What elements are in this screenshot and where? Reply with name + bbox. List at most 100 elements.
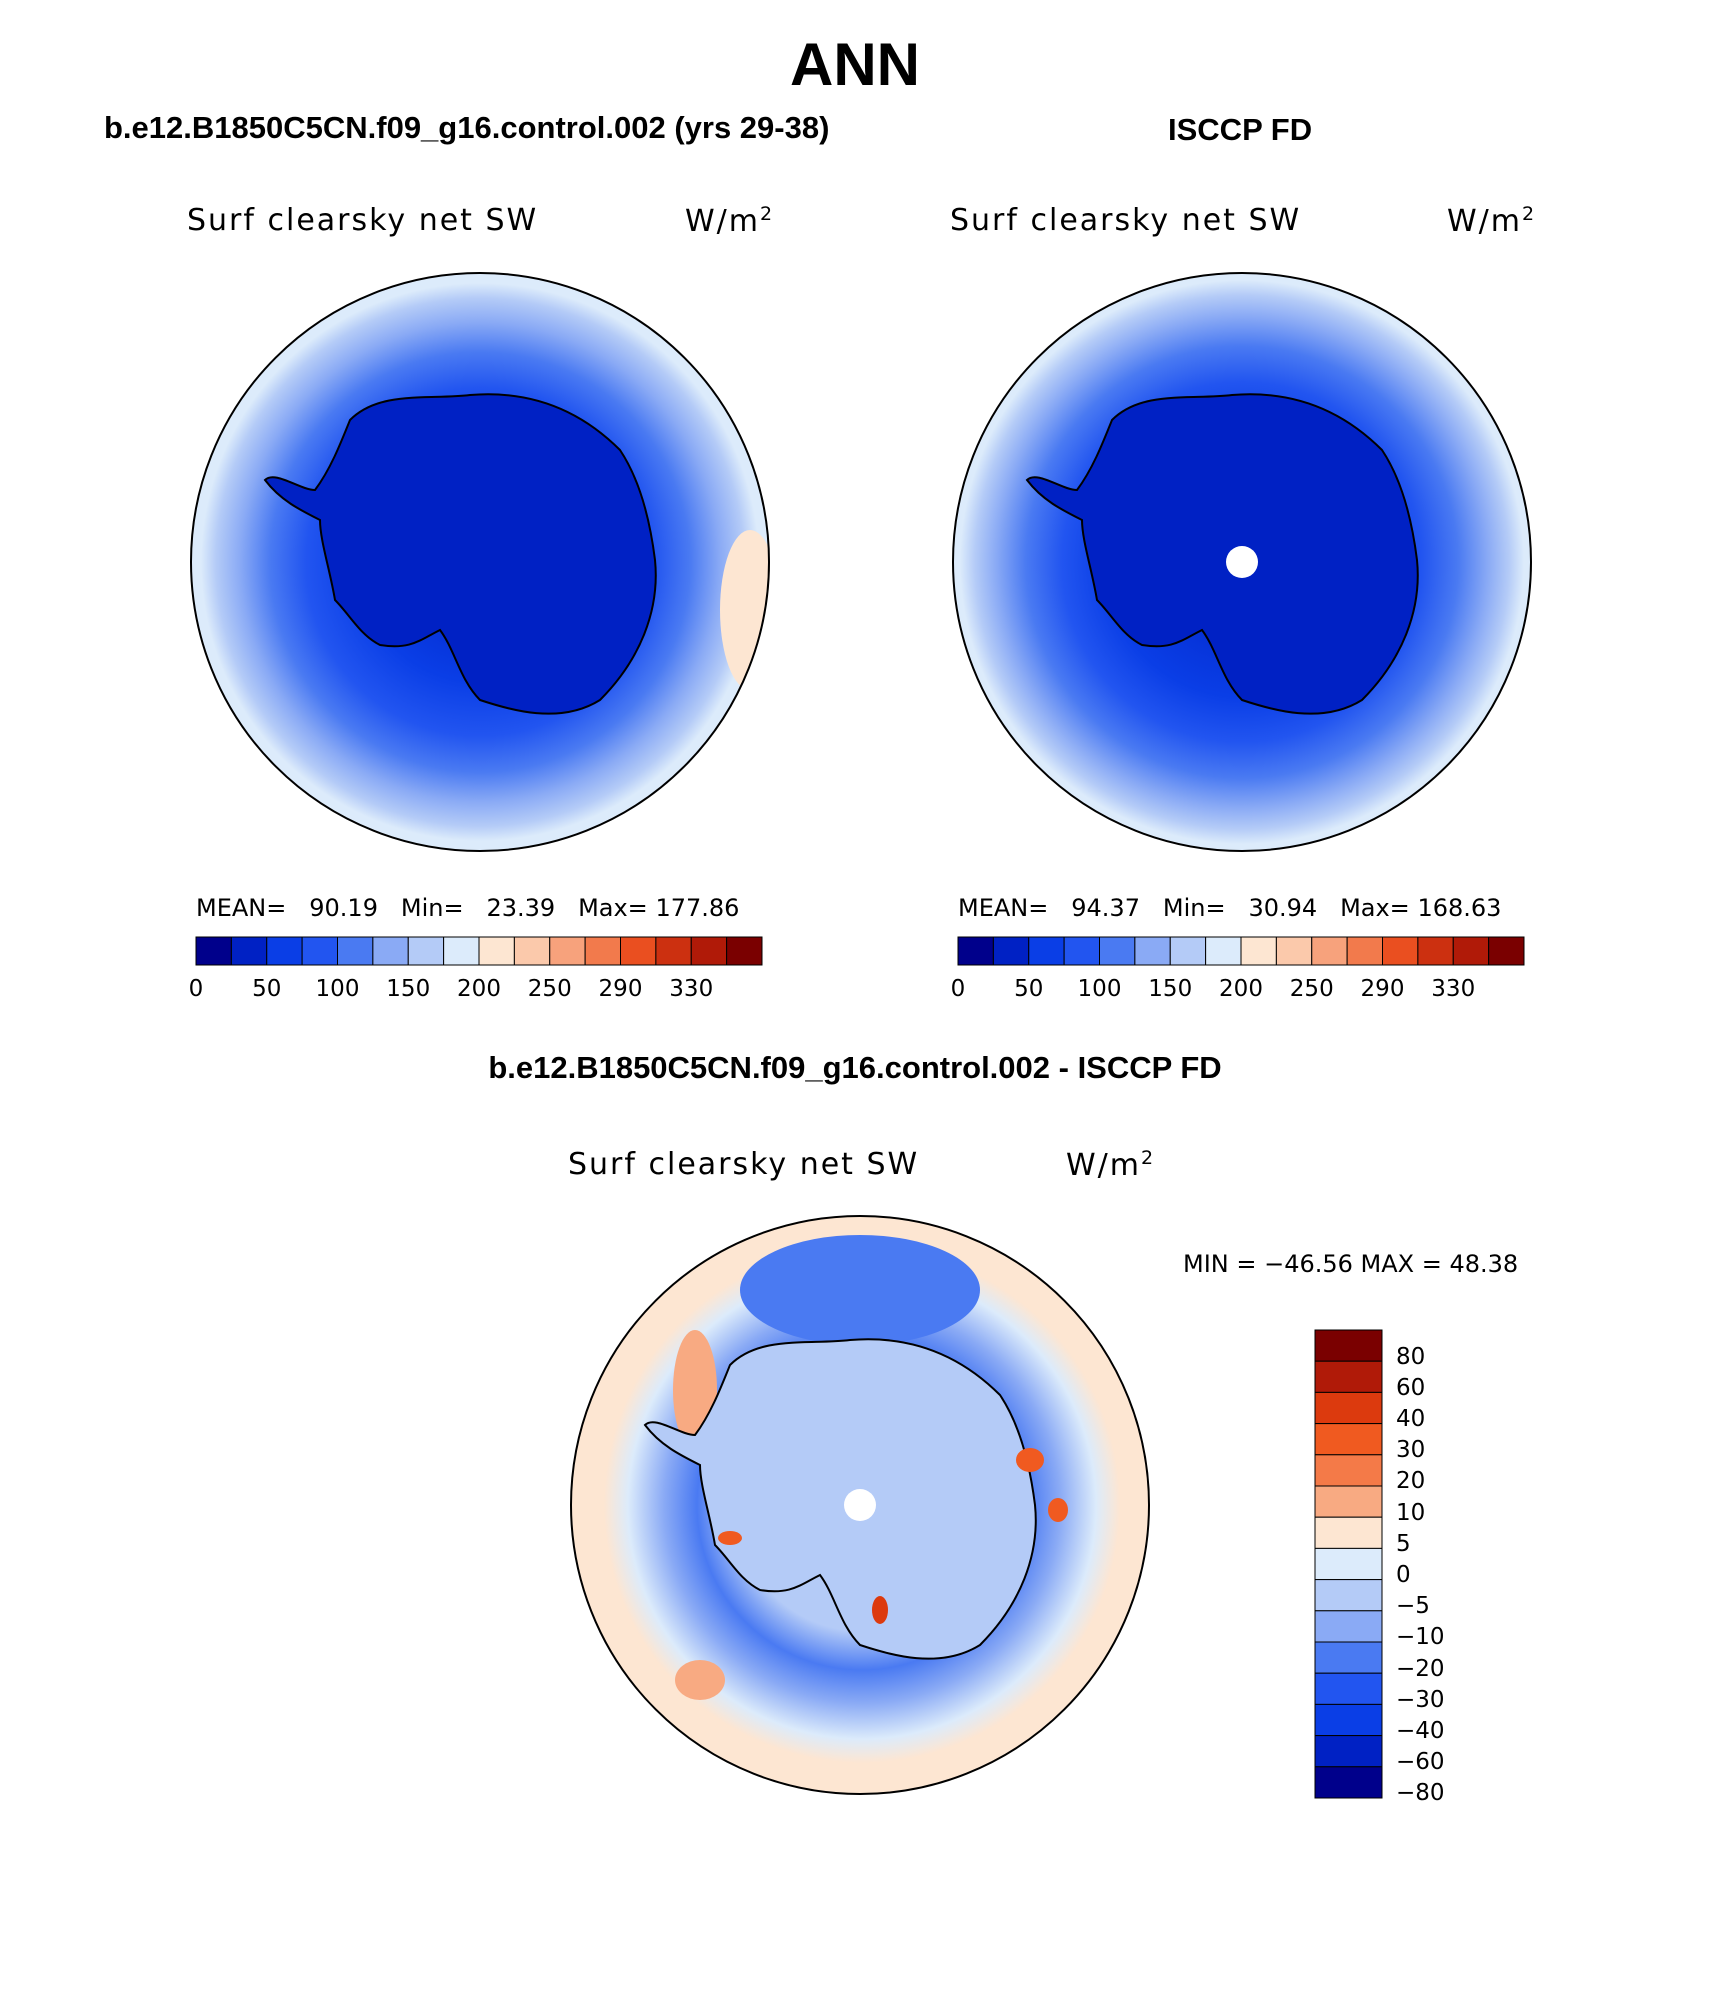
colorbar-swatch xyxy=(1169,936,1207,966)
colorbar-swatch xyxy=(230,936,268,966)
colorbar-tick-label: 250 xyxy=(527,976,572,1002)
colorbar-swatch xyxy=(1028,936,1065,966)
panel-2-variable: Surf clearsky net SW xyxy=(950,203,1302,238)
difference-variable: Surf clearsky net SW xyxy=(568,1147,920,1182)
colorbar-tick-label: 100 xyxy=(1077,976,1122,1002)
mean-value: 94.37 xyxy=(1071,894,1140,922)
colorbar-tick-label: 200 xyxy=(457,976,501,1002)
colorbar-swatch xyxy=(726,936,763,966)
min-label: Min= xyxy=(400,894,464,922)
colorbar-swatch xyxy=(1205,936,1242,966)
colorbar-swatch xyxy=(584,936,621,966)
colorbar-swatch xyxy=(407,936,445,966)
colorbar-tick-label: −5 xyxy=(1396,1593,1430,1620)
colorbar-swatch xyxy=(1314,1485,1383,1518)
colorbar-swatch xyxy=(1099,936,1136,966)
colorbar-swatch xyxy=(1417,936,1454,966)
panel-2-colorbar xyxy=(957,936,1525,966)
difference-title: b.e12.B1850C5CN.f09_g16.control.002 - IS… xyxy=(488,1050,1222,1085)
colorbar-tick-label: −60 xyxy=(1396,1749,1445,1776)
colorbar-tick-label: 250 xyxy=(1289,976,1334,1002)
panel-2-map-border xyxy=(952,272,1532,852)
panel-1-variable: Surf clearsky net SW xyxy=(187,203,539,238)
colorbar-tick-label: −40 xyxy=(1396,1718,1445,1744)
colorbar-tick-label: 60 xyxy=(1396,1374,1426,1401)
colorbar-swatch xyxy=(1240,936,1277,966)
colorbar-tick-label: −80 xyxy=(1396,1780,1445,1807)
max-label: Max= xyxy=(1340,894,1410,922)
panel-2-title: ISCCP FD xyxy=(1168,112,1313,147)
colorbar-tick-label: 50 xyxy=(252,976,282,1002)
colorbar-swatch xyxy=(1314,1735,1383,1768)
colorbar-swatch xyxy=(478,936,515,966)
colorbar-swatch xyxy=(1314,1454,1383,1487)
colorbar-swatch xyxy=(1314,1703,1383,1737)
colorbar-swatch xyxy=(195,936,232,966)
colorbar-swatch xyxy=(513,936,551,966)
panel-1-units: W/m2 xyxy=(685,203,775,239)
panel-1-title: b.e12.B1850C5CN.f09_g16.control.002 (yrs… xyxy=(104,110,830,145)
colorbar-tick-label: 30 xyxy=(1396,1437,1426,1464)
colorbar-tick-label: 0 xyxy=(950,976,966,1002)
colorbar-swatch xyxy=(1346,936,1383,966)
colorbar-tick-label: −10 xyxy=(1396,1624,1445,1651)
panel-2-stats: MEAN= 94.37 Min= 30.94 Max= 168.63 xyxy=(958,894,1501,922)
mean-label: MEAN= xyxy=(196,894,287,922)
panel-2-map xyxy=(952,272,1532,852)
colorbar-swatch xyxy=(301,936,338,966)
colorbar-swatch xyxy=(655,936,692,966)
colorbar-tick-label: 0 xyxy=(188,976,204,1002)
colorbar-tick-label: 290 xyxy=(1360,976,1405,1002)
panel-1-colorbar xyxy=(195,936,763,966)
colorbar-tick-label: −30 xyxy=(1396,1686,1445,1713)
missing-data-pole xyxy=(1226,546,1258,578)
colorbar-tick-label: 80 xyxy=(1396,1343,1426,1370)
colorbar-swatch xyxy=(1314,1579,1383,1612)
colorbar-swatch xyxy=(1314,1610,1383,1643)
colorbar-tick-label: 150 xyxy=(1148,976,1193,1002)
panel-2-units: W/m2 xyxy=(1447,203,1537,239)
difference-map xyxy=(570,1215,1150,1795)
colorbar-tick-label: 40 xyxy=(1396,1406,1426,1432)
colorbar-swatch xyxy=(372,936,409,966)
colorbar-swatch xyxy=(1314,1641,1383,1674)
colorbar-swatch xyxy=(1314,1516,1383,1549)
difference-minmax: MIN = −46.56 MAX = 48.38 xyxy=(1183,1250,1519,1278)
colorbar-tick-label: 50 xyxy=(1014,976,1044,1002)
min-value: 23.39 xyxy=(486,894,556,922)
colorbar-tick-label: 20 xyxy=(1396,1468,1426,1495)
max-value: 168.63 xyxy=(1417,894,1502,922)
colorbar-swatch xyxy=(1314,1672,1383,1705)
colorbar-swatch xyxy=(957,936,994,966)
colorbar-swatch xyxy=(1314,1423,1383,1456)
min-label: Min= xyxy=(1162,894,1226,922)
min-value: 30.94 xyxy=(1248,894,1318,922)
colorbar-swatch xyxy=(1314,1766,1383,1799)
colorbar-swatch xyxy=(266,936,303,966)
mean-label: MEAN= xyxy=(958,894,1049,922)
colorbar-tick-label: −20 xyxy=(1396,1655,1445,1682)
panel-1-map xyxy=(190,272,770,852)
colorbar-swatch xyxy=(1452,936,1490,966)
colorbar-swatch xyxy=(1311,936,1348,966)
colorbar-swatch xyxy=(337,936,374,966)
colorbar-swatch xyxy=(690,936,728,966)
figure-title: ANN xyxy=(790,31,920,98)
max-value: 177.86 xyxy=(655,894,740,922)
mean-value: 90.19 xyxy=(309,894,378,922)
colorbar-swatch xyxy=(1314,1391,1383,1425)
colorbar-swatch xyxy=(549,936,586,966)
colorbar-swatch xyxy=(1134,936,1171,966)
difference-units: W/m2 xyxy=(1066,1147,1156,1183)
colorbar-tick-label: 10 xyxy=(1396,1499,1426,1526)
colorbar-tick-label: 290 xyxy=(598,976,643,1002)
colorbar-swatch xyxy=(1063,936,1100,966)
colorbar-swatch xyxy=(1488,936,1525,966)
colorbar-tick-label: 0 xyxy=(1396,1562,1411,1588)
colorbar-tick-label: 5 xyxy=(1396,1530,1411,1557)
difference-map-border xyxy=(570,1215,1150,1795)
colorbar-swatch xyxy=(1314,1360,1383,1393)
panel-1-stats: MEAN= 90.19 Min= 23.39 Max= 177.86 xyxy=(196,894,739,922)
colorbar-swatch xyxy=(443,936,480,966)
